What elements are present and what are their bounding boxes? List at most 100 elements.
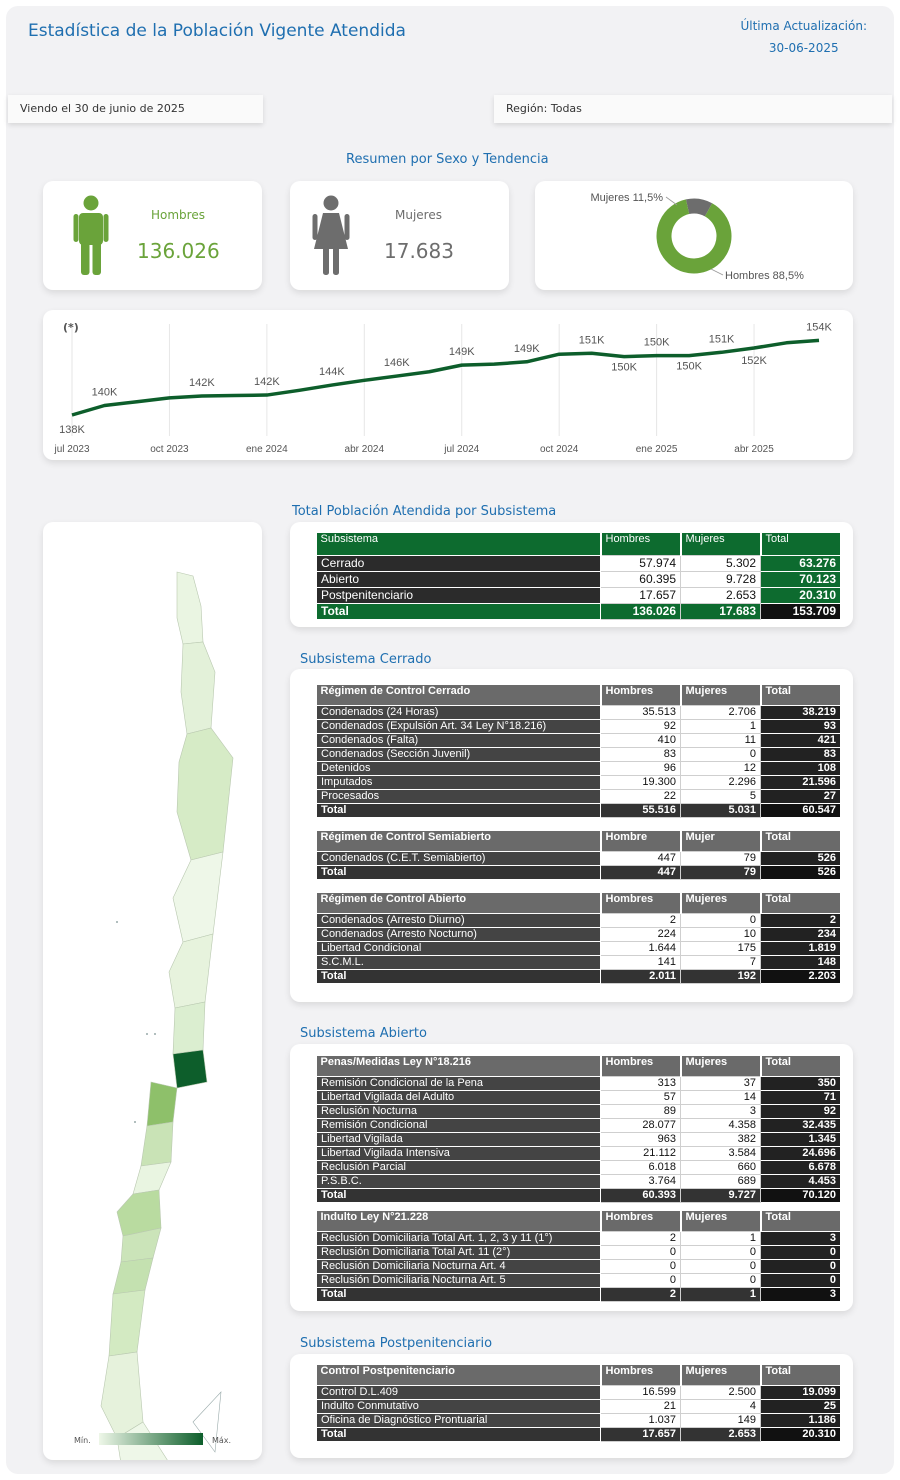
cell-label: Reclusión Nocturna	[316, 1103, 601, 1119]
cell-total: 6.678	[760, 1159, 841, 1175]
col-header[interactable]: Total	[760, 1365, 842, 1385]
cell-label: Reclusión Domiciliaria Nocturna Art. 5	[316, 1272, 601, 1288]
x-tick-label: oct 2024	[540, 444, 579, 455]
map-legend-min: Mín.	[74, 1436, 91, 1445]
trend-series-line	[71, 338, 820, 417]
table-row: Condenados (Sección Juvenil) 83 0 83	[316, 746, 841, 762]
cell-value: 963	[600, 1131, 681, 1147]
col-header-hombres[interactable]: Hombres	[600, 533, 682, 555]
table-row: Imputados 19.300 2.296 21.596	[316, 774, 841, 790]
cell-total: 234	[760, 926, 841, 942]
col-header[interactable]: Total	[760, 893, 842, 913]
col-header-mujeres[interactable]: Mujeres	[680, 533, 762, 555]
col-header[interactable]: Total	[760, 831, 842, 851]
chart-title: (*)	[63, 321, 79, 334]
col-header-subsistema[interactable]: Subsistema	[316, 533, 602, 555]
x-tick-label: abr 2024	[345, 444, 385, 455]
cell-label: Condenados (24 Horas)	[316, 704, 601, 720]
col-header[interactable]: Hombre	[600, 831, 682, 851]
cell-value: 79	[680, 850, 761, 866]
cell-value: 5.302	[680, 554, 761, 572]
col-header[interactable]: Total	[760, 1211, 842, 1231]
col-header[interactable]: Total	[760, 1056, 842, 1076]
table-row: Indulto Conmutativo 21 4 25	[316, 1398, 841, 1414]
cell-value: 37	[680, 1075, 761, 1091]
col-header[interactable]: Hombres	[600, 1365, 682, 1385]
kpi-hombres-label: Hombres	[151, 208, 205, 222]
cell-total: 0	[760, 1272, 841, 1288]
cell-total: 21.596	[760, 774, 841, 790]
cell-value: 28.077	[600, 1117, 681, 1133]
cell-value: 14	[680, 1089, 761, 1105]
donut-slice-mujeres[interactable]	[685, 198, 713, 217]
cell-value: 4.358	[680, 1117, 761, 1133]
cell-value: 2.011	[600, 968, 681, 984]
col-header[interactable]: Régimen de Control Cerrado	[316, 685, 602, 705]
col-header[interactable]: Hombres	[600, 1211, 682, 1231]
table-header-row: Indulto Ley N°21.228 Hombres Mujeres Total	[316, 1211, 842, 1231]
table-row: Condenados (Expulsión Art. 34 Ley N°18.2…	[316, 718, 841, 734]
cell-total: 60.547	[760, 802, 841, 818]
col-header[interactable]: Hombres	[600, 685, 682, 705]
cell-value: 141	[600, 954, 681, 970]
cell-value: 55.516	[600, 802, 681, 818]
antarctic-outline	[192, 1391, 222, 1453]
cell-value: 22	[600, 788, 681, 804]
cell-label: S.C.M.L.	[316, 954, 601, 970]
cerrado-table-0: Régimen de Control Cerrado Hombres Mujeres…	[316, 685, 842, 818]
region-valparaiso	[168, 933, 214, 1009]
table-row: Reclusión Parcial 6.018 660 6.678	[316, 1159, 841, 1175]
date-filter[interactable]: Viendo el 30 de junio de 2025	[8, 95, 263, 123]
col-header-total[interactable]: Total	[760, 533, 842, 555]
cell-value: 0	[680, 1272, 761, 1288]
col-header[interactable]: Total	[760, 685, 842, 705]
table-row: Cerrado 57.974 5.302 63.276	[316, 554, 841, 572]
col-header[interactable]: Mujeres	[680, 893, 762, 913]
cell-value: 57	[600, 1089, 681, 1105]
col-header[interactable]: Mujeres	[680, 1056, 762, 1076]
table-row: Control D.L.409 16.599 2.500 19.099	[316, 1384, 841, 1400]
cerrado-table-2: Régimen de Control Abierto Hombres Mujeres…	[316, 893, 842, 984]
data-label: 152K	[741, 355, 767, 367]
data-label: 138K	[59, 424, 85, 436]
cell-total: 148	[760, 954, 841, 970]
cell-label: Postpenitenciario	[316, 586, 601, 604]
map-legend-gradient	[99, 1433, 203, 1445]
col-header[interactable]: Hombres	[600, 893, 682, 913]
x-tick-label: jul 2024	[443, 444, 479, 455]
region-filter[interactable]: Región: Todas	[494, 95, 892, 123]
donut-slice-hombres[interactable]	[656, 199, 732, 274]
table-row: S.C.M.L. 141 7 148	[316, 954, 841, 970]
cell-label: Condenados (Expulsión Art. 34 Ley N°18.2…	[316, 718, 601, 734]
cell-total: 70.120	[760, 1187, 841, 1203]
col-header[interactable]: Régimen de Control Abierto	[316, 893, 602, 913]
col-header[interactable]: Indulto Ley N°21.228	[316, 1211, 602, 1231]
region-filter-text: Región: Todas	[506, 102, 582, 115]
col-header[interactable]: Régimen de Control Semiabierto	[316, 831, 602, 851]
chile-map[interactable]	[43, 522, 262, 1480]
col-header[interactable]: Hombres	[600, 1056, 682, 1076]
cell-total: 20.310	[760, 586, 841, 604]
cell-label: Indulto Conmutativo	[316, 1398, 601, 1414]
last-update: Última Actualización: 30-06-2025	[740, 15, 867, 59]
cell-value: 0	[600, 1258, 681, 1274]
cell-value: 1	[680, 1286, 761, 1302]
table-row: Detenidos 96 12 108	[316, 760, 841, 776]
col-header[interactable]: Penas/Medidas Ley N°18.216	[316, 1056, 602, 1076]
col-header[interactable]: Control Postpenitenciario	[316, 1365, 602, 1385]
cell-label: Control D.L.409	[316, 1384, 601, 1400]
col-header[interactable]: Mujeres	[680, 685, 762, 705]
cell-label: Total	[316, 1426, 601, 1442]
col-header[interactable]: Mujeres	[680, 1365, 762, 1385]
x-tick-label: ene 2024	[246, 444, 288, 455]
cell-label: P.S.B.C.	[316, 1173, 601, 1189]
total-table-card: Subsistema Hombres Mujeres Total Cerrado…	[290, 522, 853, 627]
col-header[interactable]: Mujeres	[680, 1211, 762, 1231]
col-header[interactable]: Mujer	[680, 831, 762, 851]
cell-total: 1.819	[760, 940, 841, 956]
table-row: Libertad Vigilada del Adulto 57 14 71	[316, 1089, 841, 1105]
cell-total: 38.219	[760, 704, 841, 720]
cell-value: 12	[680, 760, 761, 776]
